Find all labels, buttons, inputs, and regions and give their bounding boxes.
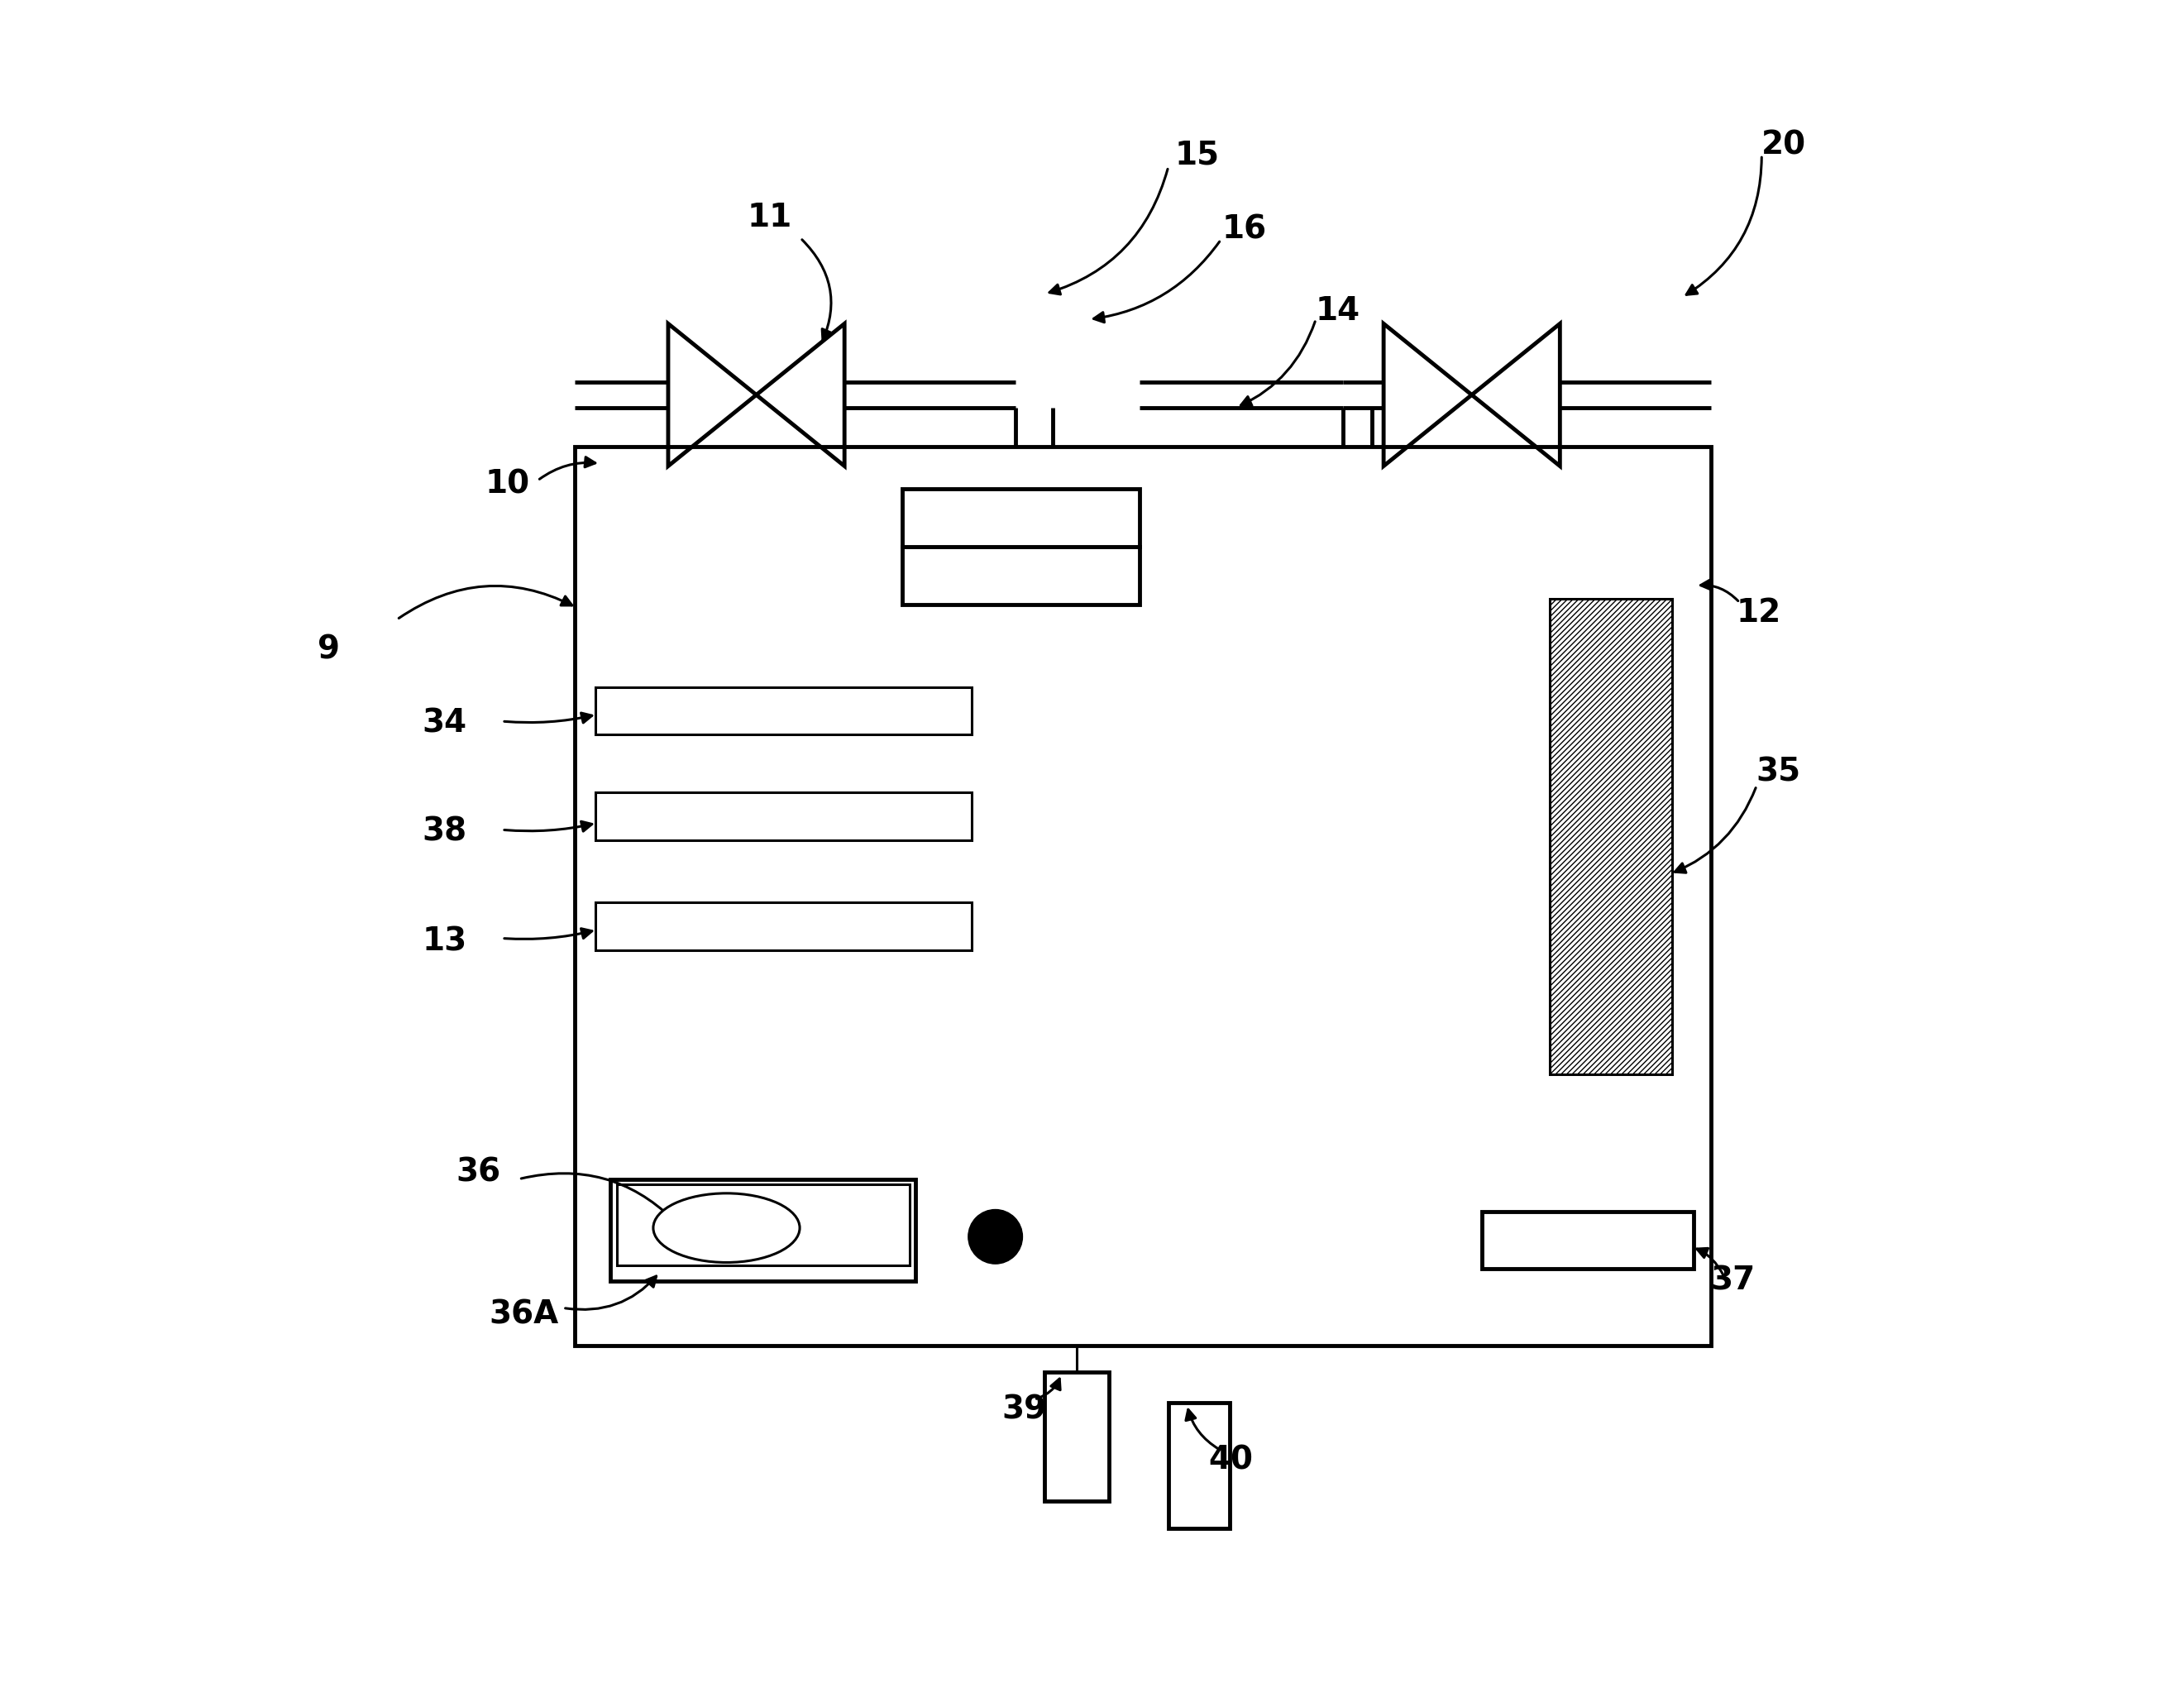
Text: 38: 38 [422,816,467,847]
Ellipse shape [653,1193,799,1263]
Text: 9: 9 [319,635,341,666]
Text: 14: 14 [1315,295,1361,326]
Bar [596,688,972,734]
Bar [902,488,1140,546]
Text: 16: 16 [1223,213,1267,246]
Bar [574,447,1710,1345]
Text: 20: 20 [1760,130,1806,160]
Text: 34: 34 [422,707,467,739]
Bar [612,1180,915,1280]
Bar [1483,1212,1695,1268]
Text: 35: 35 [1756,756,1802,789]
Bar [596,903,972,951]
Text: 10: 10 [485,468,529,500]
Text: 40: 40 [1208,1444,1254,1477]
Bar [902,546,1140,604]
Text: 37: 37 [1710,1265,1756,1297]
Bar [616,1185,909,1265]
Text: 39: 39 [1002,1395,1046,1425]
Text: 13: 13 [422,925,467,958]
Circle shape [968,1210,1022,1263]
Text: 36: 36 [456,1157,500,1188]
Text: 36A: 36A [489,1299,559,1330]
Bar [596,792,972,840]
Text: 11: 11 [747,201,793,234]
Bar [1044,1372,1109,1500]
Text: 12: 12 [1736,597,1780,628]
Bar [1168,1403,1230,1528]
Text: 15: 15 [1175,140,1219,171]
Bar [1551,599,1671,1074]
